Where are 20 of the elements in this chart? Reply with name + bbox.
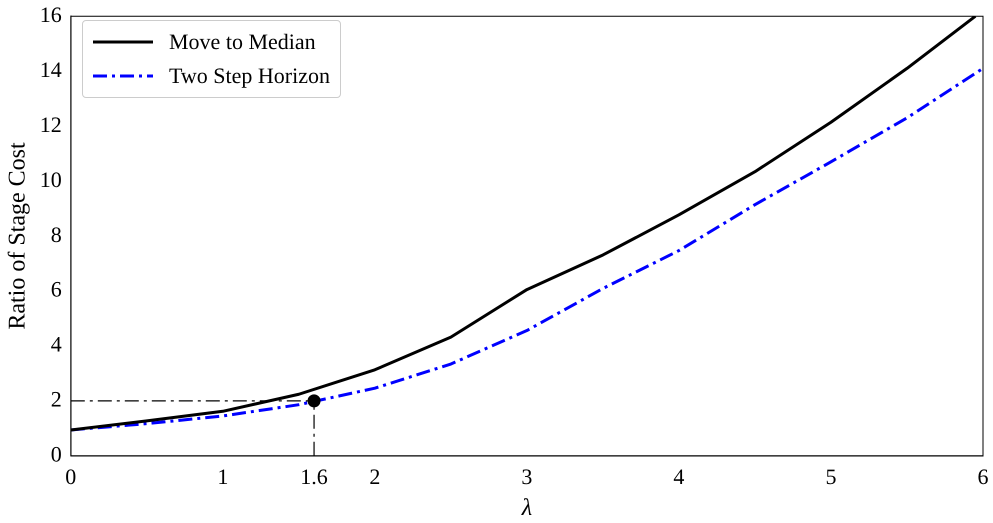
y-tick-label: 2 <box>50 386 62 412</box>
y-tick-label: 6 <box>50 276 62 302</box>
x-axis-title: λ <box>520 494 532 521</box>
legend-label: Two Step Horizon <box>169 63 330 89</box>
x-tick-label: 5 <box>825 464 836 489</box>
y-tick-label: 14 <box>40 56 62 82</box>
x-tick-label: 4 <box>673 464 684 489</box>
y-tick-label: 16 <box>40 2 62 27</box>
y-tick-label: 12 <box>40 112 62 137</box>
x-tick-label: 6 <box>978 464 988 489</box>
y-tick-label: 8 <box>50 222 62 247</box>
y-tick-label: 10 <box>40 166 62 192</box>
y-tick-label: 4 <box>50 332 62 357</box>
y-tick-label: 0 <box>50 442 62 467</box>
x-tick-label: 2 <box>369 464 380 489</box>
legend-label: Move to Median <box>169 29 316 55</box>
x-tick-label: 1 <box>217 464 228 489</box>
x-tick-label: 1.6 <box>300 464 328 489</box>
y-axis-title: Ratio of Stage Cost <box>4 142 31 330</box>
x-tick-label: 3 <box>521 464 532 489</box>
